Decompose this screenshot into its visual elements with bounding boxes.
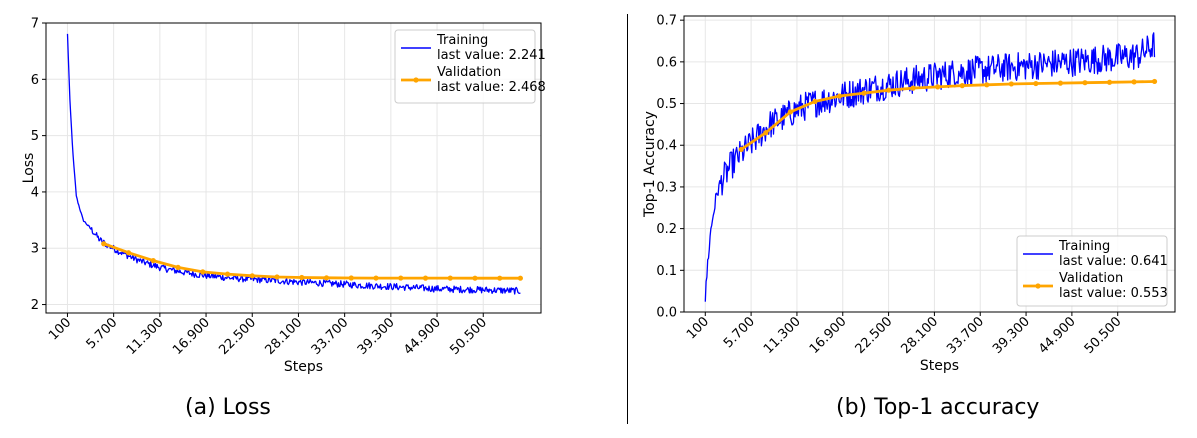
x-tick-label: 100 (46, 315, 74, 343)
legend-last-value: last value: 2.468 (437, 80, 546, 95)
x-tick-label: 16.900 (807, 314, 850, 357)
validation-point (1106, 79, 1113, 85)
y-tick-label: 6 (31, 73, 39, 88)
validation-point (274, 274, 280, 280)
validation-point (763, 130, 769, 136)
y-tick-label: 0.7 (656, 14, 677, 29)
legend-box (1016, 235, 1168, 307)
series-line-validation (103, 242, 521, 280)
series-line-training (66, 33, 521, 295)
legend-last-value: last value: 2.241 (437, 48, 546, 63)
caption-accuracy: (b) Top-1 accuracy (836, 395, 1040, 420)
x-tick-label: 100 (684, 314, 712, 342)
y-tick-label: 0.2 (656, 222, 677, 237)
series-line-validation (740, 80, 1155, 151)
x-tick-label: 44.900 (1036, 314, 1079, 357)
validation-point (1008, 81, 1014, 87)
y-tick-label: 0.6 (656, 55, 677, 70)
legend-series-name: Training (1058, 239, 1110, 254)
x-tick-label: 5.700 (84, 315, 121, 352)
validation-point (984, 82, 990, 88)
x-tick-label: 11.300 (761, 314, 804, 357)
validation-point (249, 273, 255, 279)
validation-point (787, 109, 793, 115)
validation-point (175, 264, 181, 270)
validation-point (348, 275, 354, 281)
legend-series-name: Training (436, 33, 488, 48)
x-tick-label: 39.300 (990, 314, 1033, 357)
x-tick-label: 44.900 (401, 315, 444, 358)
legend-marker (413, 77, 419, 83)
validation-point (497, 275, 503, 281)
validation-point (472, 275, 478, 281)
validation-point (150, 258, 156, 264)
validation-point (812, 98, 818, 105)
y-tick-label: 0.1 (656, 264, 677, 279)
validation-point (323, 275, 330, 281)
x-tick-label: 22.500 (853, 314, 896, 357)
x-tick-label: 16.900 (170, 315, 213, 358)
x-tick-label: 39.300 (355, 315, 398, 358)
validation-point (200, 269, 206, 275)
legend-marker (1035, 283, 1041, 289)
validation-point (101, 241, 107, 247)
validation-point (959, 83, 965, 89)
y-tick-label: 7 (31, 17, 39, 32)
legend-last-value: last value: 0.641 (1059, 254, 1168, 269)
validation-point (125, 250, 132, 256)
x-tick-label: 33.700 (944, 314, 987, 357)
validation-point (836, 93, 843, 99)
x-tick-label: 50.500 (447, 315, 490, 358)
validation-point (398, 275, 404, 281)
y-tick-label: 0.3 (656, 180, 677, 195)
validation-point (1033, 80, 1039, 87)
validation-point (1057, 80, 1064, 86)
y-tick-label: 0.0 (656, 306, 677, 321)
legend-last-value: last value: 0.553 (1059, 286, 1168, 301)
chart-panel-1: 0.0 0.1 0.2 0.3 0.4 0.5 0.6 0.7 100 5.700 11.300 16… (642, 14, 1176, 374)
validation-point (1131, 79, 1137, 85)
validation-point (422, 275, 429, 281)
y-tick-label: 2 (31, 298, 39, 313)
validation-point (910, 85, 916, 91)
plot-frame (45, 22, 542, 314)
panel-divider (627, 14, 628, 424)
y-tick-label: 0.5 (656, 97, 677, 112)
validation-point (447, 275, 453, 281)
y-tick-label: 4 (31, 185, 39, 200)
y-tick-label: 5 (31, 129, 39, 144)
x-axis-label: Steps (284, 359, 323, 375)
validation-point (935, 84, 941, 90)
x-tick-label: 22.500 (216, 315, 259, 358)
validation-point (299, 274, 305, 281)
legend-series-name: Validation (1059, 271, 1123, 286)
y-tick-label: 3 (31, 242, 39, 257)
x-tick-label: 33.700 (309, 315, 352, 358)
x-tick-label: 28.100 (262, 315, 305, 358)
validation-point (224, 271, 231, 277)
validation-point (861, 90, 867, 96)
x-tick-label: 5.700 (721, 314, 758, 351)
x-tick-label: 11.300 (124, 315, 167, 358)
legend-series-name: Validation (437, 65, 501, 80)
y-tick-label: 0.4 (656, 139, 677, 154)
validation-point (517, 275, 523, 281)
x-tick-label: 50.500 (1082, 314, 1125, 357)
validation-point (738, 146, 744, 153)
validation-point (373, 275, 379, 281)
caption-loss: (a) Loss (185, 395, 271, 420)
y-axis-label: Top-1 Accuracy (642, 111, 658, 218)
y-axis-label: Loss (21, 153, 37, 184)
x-tick-label: 28.100 (898, 314, 941, 357)
validation-point (1082, 80, 1088, 86)
validation-point (885, 87, 892, 93)
validation-point (1151, 78, 1158, 85)
series-line-training (704, 32, 1156, 302)
plot-frame (683, 15, 1176, 313)
x-axis-label: Steps (920, 358, 959, 374)
chart-panel-0: 2 3 4 5 6 7 100 5.700 11.300 16.900 22.500 28.100 33… (21, 17, 546, 376)
